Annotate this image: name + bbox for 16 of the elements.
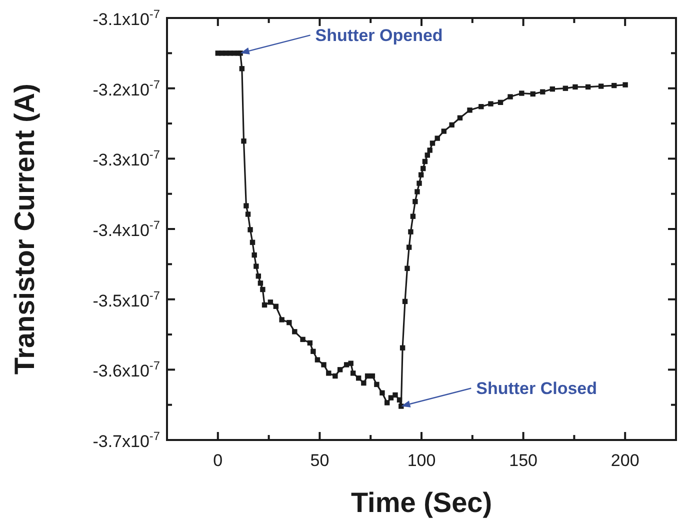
y-tick-label: -3.7x10$^{-7}$ [92,429,160,451]
x-tick-label: 50 [310,451,330,470]
x-tick-label: 150 [509,451,538,470]
y-tick-label: -3.2x10$^{-7}$ [92,77,160,100]
y-tick-label: -3.4x10$^{-7}$ [92,218,160,240]
x-tick-label: 100 [407,451,436,470]
y-tick-label: -3.5x10$^{-7}$ [92,288,160,310]
x-axis-title: Time (Sec) [350,487,492,518]
annotation: Shutter Opened [315,26,443,46]
x-tick-label: 0 [213,451,223,470]
x-tick-label: 200 [610,451,640,470]
y-axis-title: Transistor Current (A) [9,84,40,374]
annotation: Shutter Closed [476,379,598,398]
y-tick-label: -3.6x10$^{-7}$ [92,358,160,381]
y-tick-label: -3.3x10$^{-7}$ [92,148,160,170]
y-tick-label: -3.1x10$^{-7}$ [92,7,160,29]
